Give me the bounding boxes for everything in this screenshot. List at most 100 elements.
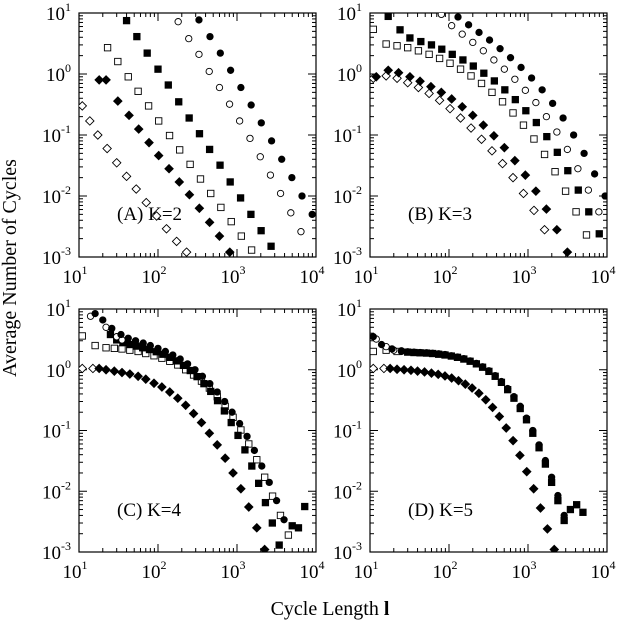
data-point-square-open bbox=[435, 54, 444, 63]
data-point-diamond-filled bbox=[510, 155, 520, 166]
data-point-square-filled bbox=[200, 380, 208, 388]
tick-base: 10 bbox=[42, 126, 61, 147]
data-point-diamond-open bbox=[508, 172, 518, 183]
data-point-diamond-filled bbox=[212, 440, 223, 450]
tick-exponent: -1 bbox=[352, 122, 362, 136]
tick-exponent: 4 bbox=[610, 558, 616, 572]
data-point-square-filled bbox=[185, 114, 193, 122]
data-point-square-open bbox=[114, 57, 122, 66]
data-point-square-filled bbox=[501, 86, 509, 94]
data-point-diamond-filled bbox=[220, 453, 230, 464]
data-point-circle-filled bbox=[198, 372, 207, 380]
data-point-square-filled bbox=[126, 340, 134, 349]
data-point-diamond-filled bbox=[188, 408, 199, 419]
data-point-circle-filled bbox=[280, 516, 288, 524]
y-tick-label: 101 bbox=[337, 0, 362, 25]
data-point-diamond-filled bbox=[124, 369, 135, 379]
data-point-square-open bbox=[572, 208, 580, 216]
data-point-diamond-filled bbox=[528, 483, 539, 494]
tick-base: 10 bbox=[512, 562, 531, 583]
tick-base: 10 bbox=[337, 4, 356, 25]
tick-exponent: 1 bbox=[356, 296, 362, 310]
data-point-diamond-filled bbox=[541, 204, 552, 214]
data-point-square-filled bbox=[448, 50, 456, 58]
data-point-square-filled bbox=[574, 186, 582, 194]
data-point-circle-open bbox=[437, 13, 445, 19]
data-point-diamond-filled bbox=[204, 428, 215, 439]
tick-base: 10 bbox=[300, 267, 319, 288]
data-point-diamond-open bbox=[497, 158, 508, 169]
y-tick-label: 10-3 bbox=[42, 244, 71, 269]
data-point-circle-filled bbox=[485, 367, 493, 375]
data-point-diamond-filled bbox=[412, 366, 423, 376]
data-point-diamond-open bbox=[92, 130, 103, 140]
data-point-square-filled bbox=[122, 16, 131, 25]
tick-exponent: -2 bbox=[61, 183, 71, 197]
data-point-diamond-filled bbox=[419, 367, 430, 377]
data-point-circle-filled bbox=[404, 348, 412, 356]
data-point-circle-filled bbox=[169, 351, 177, 359]
data-point-square-open bbox=[477, 79, 486, 88]
tick-base: 10 bbox=[333, 248, 352, 269]
data-point-diamond-filled bbox=[385, 363, 396, 374]
data-point-circle-filled bbox=[99, 316, 107, 324]
y-tick-label: 10-3 bbox=[333, 244, 362, 269]
data-point-square-filled bbox=[106, 330, 115, 339]
data-point-diamond-open bbox=[424, 88, 434, 99]
data-point-square-filled bbox=[543, 132, 551, 141]
data-point-diamond-filled bbox=[467, 110, 478, 121]
data-point-diamond-filled bbox=[446, 373, 457, 383]
data-point-diamond-filled bbox=[196, 417, 207, 428]
data-point-diamond-filled bbox=[549, 544, 560, 552]
tick-base: 10 bbox=[46, 300, 65, 321]
data-point-square-open bbox=[519, 121, 528, 129]
y-tick-label: 101 bbox=[46, 0, 71, 25]
data-point-diamond-open bbox=[181, 247, 192, 257]
data-point-circle-open bbox=[256, 153, 264, 161]
data-point-diamond-filled bbox=[149, 378, 159, 389]
data-point-diamond-filled bbox=[521, 466, 532, 477]
data-point-square-open bbox=[446, 59, 454, 67]
data-point-diamond-filled bbox=[426, 81, 436, 92]
data-point-circle-filled bbox=[548, 99, 557, 108]
data-point-circle-filled bbox=[464, 21, 473, 29]
data-point-diamond-filled bbox=[124, 110, 134, 121]
data-point-circle-filled bbox=[547, 473, 556, 481]
data-point-square-filled bbox=[275, 541, 283, 549]
data-point-circle-filled bbox=[441, 350, 449, 359]
data-point-square-open bbox=[227, 217, 235, 226]
tick-base: 10 bbox=[300, 562, 319, 583]
tick-base: 10 bbox=[63, 562, 82, 583]
data-point-diamond-filled bbox=[94, 363, 105, 374]
data-point-square-open bbox=[110, 344, 118, 353]
data-point-diamond-filled bbox=[133, 371, 143, 382]
x-axis-title-text: Cycle Length bbox=[271, 598, 379, 620]
data-point-square-open bbox=[540, 150, 549, 159]
tick-base: 10 bbox=[333, 422, 352, 443]
data-point-square-filled bbox=[175, 98, 183, 106]
tick-exponent: 1 bbox=[373, 558, 379, 572]
data-point-diamond-filled bbox=[101, 75, 111, 85]
data-point-diamond-open bbox=[455, 113, 466, 123]
x-tick-label: 104 bbox=[591, 558, 616, 583]
data-point-circle-open bbox=[195, 50, 203, 58]
data-point-circle-open bbox=[584, 186, 593, 194]
data-point-square-filled bbox=[164, 81, 172, 89]
data-point-square-filled bbox=[234, 431, 242, 440]
data-point-square-open bbox=[551, 168, 559, 176]
data-point-diamond-filled bbox=[399, 364, 409, 375]
data-point-circle-open bbox=[287, 209, 295, 217]
y-tick-label: 10-1 bbox=[333, 122, 362, 147]
data-point-diamond-filled bbox=[474, 388, 484, 399]
tick-base: 10 bbox=[63, 267, 82, 288]
data-point-circle-filled bbox=[491, 371, 499, 380]
data-point-square-filled bbox=[469, 62, 477, 70]
data-markers bbox=[79, 309, 309, 552]
data-point-diamond-filled bbox=[164, 387, 175, 397]
data-point-circle-open bbox=[447, 22, 456, 30]
data-point-circle-filled bbox=[298, 192, 306, 200]
data-point-diamond-filled bbox=[405, 71, 415, 82]
data-point-circle-filled bbox=[243, 432, 251, 441]
x-tick-label: 103 bbox=[512, 263, 537, 288]
